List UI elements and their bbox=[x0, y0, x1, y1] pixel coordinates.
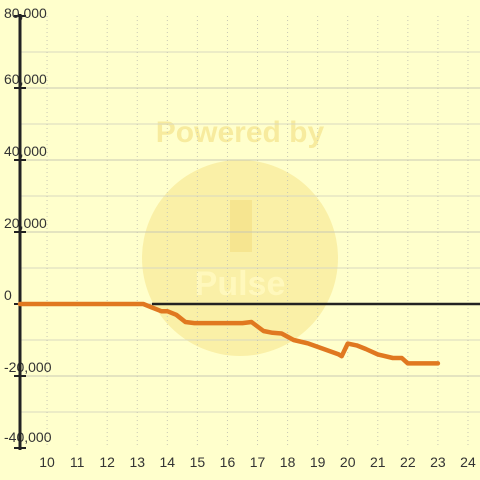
y-tick-label: 80,000 bbox=[4, 5, 47, 21]
x-axis-ticks: 10 11 12 13 14 15 16 17 18 19 20 21 22 23 24 bbox=[39, 454, 476, 470]
y-tick-label: 20,000 bbox=[4, 215, 47, 231]
x-tick-label: 20 bbox=[340, 454, 356, 470]
watermark-brand-text: Pulse bbox=[195, 265, 286, 303]
watermark-logo-bar bbox=[230, 200, 252, 252]
x-tick-label: 13 bbox=[129, 454, 145, 470]
x-tick-label: 21 bbox=[370, 454, 386, 470]
x-tick-label: 17 bbox=[250, 454, 266, 470]
y-tick-label: -40,000 bbox=[4, 429, 52, 445]
watermark: Powered by Pulse bbox=[142, 116, 338, 356]
x-tick-label: 19 bbox=[310, 454, 326, 470]
x-tick-label: 24 bbox=[460, 454, 476, 470]
x-tick-label: 11 bbox=[70, 454, 85, 470]
watermark-top-text: Powered by bbox=[156, 116, 325, 149]
x-tick-label: 12 bbox=[99, 454, 115, 470]
grid bbox=[20, 16, 480, 448]
x-tick-label: 16 bbox=[220, 454, 236, 470]
x-tick-label: 23 bbox=[430, 454, 446, 470]
y-tick-label: 60,000 bbox=[4, 71, 47, 87]
x-tick-label: 18 bbox=[280, 454, 296, 470]
x-tick-label: 14 bbox=[160, 454, 176, 470]
y-tick-label: -20,000 bbox=[4, 359, 52, 375]
watermark-logo bbox=[142, 160, 338, 356]
x-tick-label: 22 bbox=[400, 454, 416, 470]
y-tick-label: 40,000 bbox=[4, 143, 47, 159]
x-tick-label: 10 bbox=[39, 454, 55, 470]
x-tick-label: 15 bbox=[190, 454, 206, 470]
y-tick-label: 0 bbox=[4, 287, 12, 303]
series-line bbox=[17, 301, 441, 366]
